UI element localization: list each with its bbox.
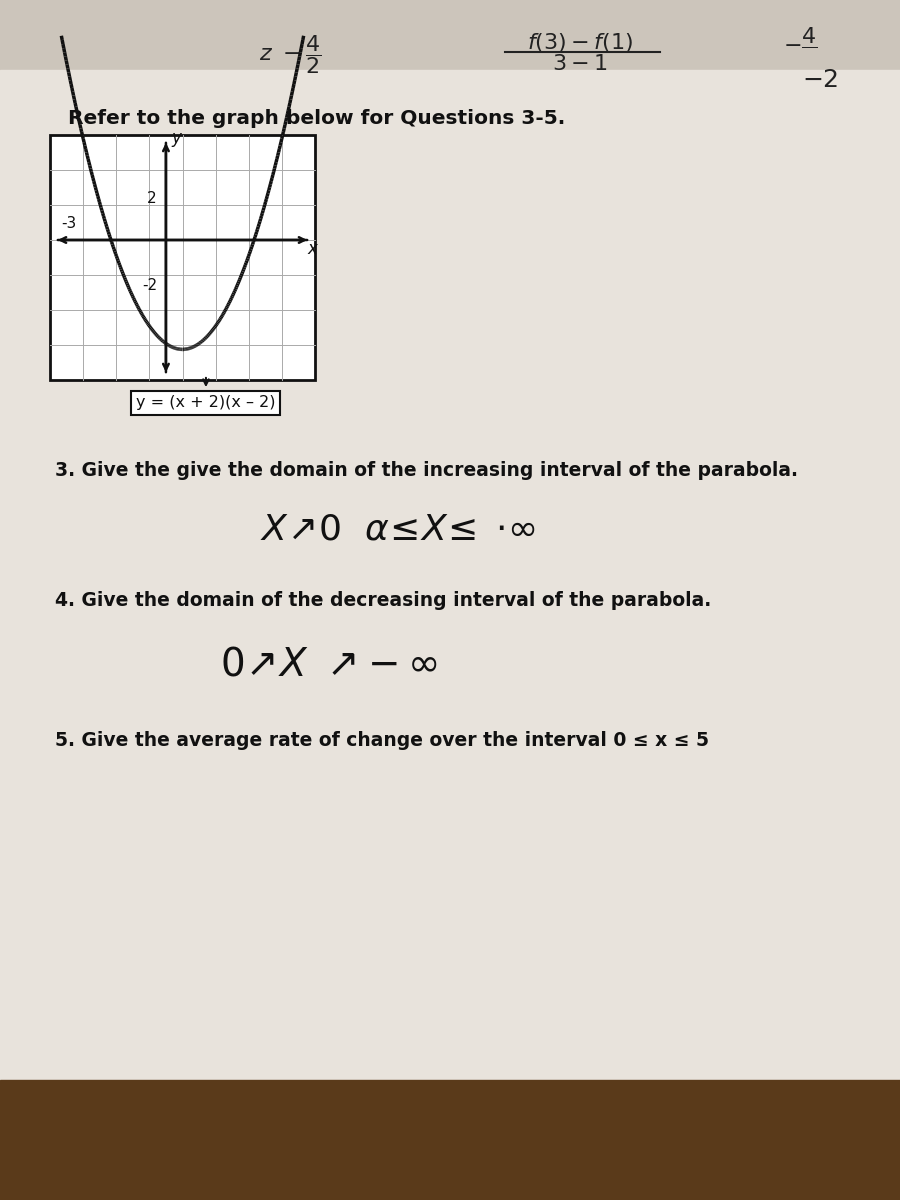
Text: y = (x + 2)(x – 2): y = (x + 2)(x – 2) (136, 396, 275, 410)
Text: $X\!\nearrow\!0$  $\alpha\!\leq\!X\!\leq$ $\cdot\infty$: $X\!\nearrow\!0$ $\alpha\!\leq\!X\!\leq$… (260, 514, 536, 547)
Text: $-\dfrac{4}{\ }$: $-\dfrac{4}{\ }$ (783, 35, 817, 55)
Text: $f(3)-f(1)$: $f(3)-f(1)$ (527, 30, 633, 54)
Bar (0, 1080, 900, 1200)
Text: -2: -2 (142, 278, 157, 294)
Text: 2: 2 (147, 191, 157, 206)
Text: $z \ -\dfrac{4}{2}$: $z \ -\dfrac{4}{2}$ (259, 34, 321, 77)
Text: -3: -3 (61, 216, 76, 230)
Text: $3-1$: $3-1$ (553, 54, 608, 74)
Text: 3. Give the give the domain of the increasing interval of the parabola.: 3. Give the give the domain of the incre… (55, 461, 798, 480)
Text: Refer to the graph below for Questions 3-5.: Refer to the graph below for Questions 3… (68, 108, 565, 127)
Text: 5. Give the average rate of change over the interval 0 ≤ x ≤ 5: 5. Give the average rate of change over … (55, 731, 709, 750)
Text: y: y (171, 128, 181, 146)
Text: $0\!\nearrow\!X$ $\nearrow\!-\infty$: $0\!\nearrow\!X$ $\nearrow\!-\infty$ (220, 646, 438, 684)
Text: x: x (307, 240, 317, 258)
Bar (50, 134, 315, 380)
Text: $-2$: $-2$ (802, 68, 838, 92)
Text: 4. Give the domain of the decreasing interval of the parabola.: 4. Give the domain of the decreasing int… (55, 590, 711, 610)
